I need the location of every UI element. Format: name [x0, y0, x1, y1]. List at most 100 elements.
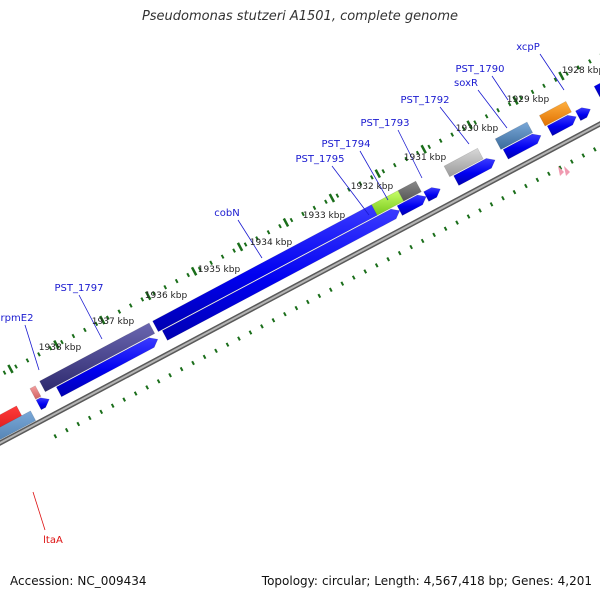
inner-tick-dot	[340, 281, 345, 286]
inner-tick-dot	[328, 287, 333, 293]
outer-tick-dot	[266, 230, 271, 235]
gene-leader-line	[359, 150, 389, 201]
major-tick	[512, 95, 519, 105]
outer-tick-dot	[588, 59, 592, 64]
gene-cobN-block	[152, 204, 378, 333]
major-tick	[558, 71, 565, 81]
outer-tick-dot	[117, 309, 122, 314]
gene-PST_1795-block	[397, 180, 422, 202]
outer-tick-dot	[427, 144, 432, 150]
outer-tick-dot	[37, 352, 41, 357]
tick-label: 1931 kbp	[404, 153, 447, 163]
gene-arrow-PST_1794	[396, 194, 427, 216]
inner-tick-dot	[558, 165, 563, 170]
gene-arrow-ltaA	[0, 410, 37, 440]
inner-tick-dot	[501, 195, 505, 201]
major-tick	[144, 291, 152, 301]
inner-tick-dot	[363, 269, 368, 274]
outer-tick-dot	[174, 278, 179, 284]
outer-tick-dot	[83, 327, 87, 333]
outer-tick-dot	[232, 248, 236, 253]
major-tick	[99, 315, 106, 325]
inner-tick-dot	[87, 415, 92, 421]
gene-label: PST_1797	[55, 283, 104, 294]
length-label: Length:	[374, 574, 420, 588]
gene-label: cobN	[214, 208, 239, 219]
gene-arrow-PST_1790	[575, 107, 591, 122]
gene-label: soxR	[454, 78, 478, 89]
inner-tick-dot	[386, 257, 391, 262]
accession-info: Accession: NC_009434	[10, 574, 147, 588]
inner-tick-dot	[570, 159, 574, 164]
inner-tick-dot	[409, 244, 413, 250]
gene-label: PST_1790	[456, 64, 505, 75]
major-tick	[466, 120, 473, 130]
gene-label: PST_1792	[401, 95, 450, 106]
inner-tick-dot	[581, 153, 586, 158]
inner-tick-dot	[283, 311, 287, 317]
tick-label: 1936 kbp	[145, 291, 188, 301]
gene-arrow-cobN	[161, 208, 401, 341]
major-tick	[374, 169, 381, 179]
gene-label: PST_1795	[296, 154, 345, 165]
pink-marker	[558, 166, 564, 176]
gene-arrow-rpmE2	[35, 397, 50, 411]
major-tick	[53, 339, 60, 350]
accession-value: NC_009434	[77, 574, 147, 588]
inner-tick-dot	[317, 293, 322, 299]
gene-arrow-soxR	[546, 114, 577, 137]
gene-soxR-block	[538, 100, 572, 127]
inner-tick-dot	[99, 409, 104, 415]
major-tick	[7, 364, 14, 374]
inner-tick-dot	[237, 336, 241, 341]
inner-tick-dot	[397, 250, 402, 256]
major-tick	[236, 242, 244, 252]
outer-tick-dot	[519, 95, 523, 101]
gene-arrow-PST_1795	[423, 187, 441, 202]
inner-tick-dot	[225, 342, 230, 347]
inner-tick-dot	[294, 305, 299, 311]
outer-tick-dot	[209, 260, 213, 266]
outer-tick-dot	[14, 364, 18, 369]
inner-tick-dot	[420, 238, 425, 244]
gene-label: ltaA	[43, 535, 63, 546]
inner-tick-dot	[122, 397, 127, 402]
inner-tick-dot	[179, 366, 184, 372]
gene-label: rpmE2	[1, 313, 34, 324]
gene-leader-line	[78, 294, 103, 340]
outer-tick-dot	[507, 101, 512, 107]
gene-leader-line	[397, 129, 423, 179]
inner-tick-dot	[512, 189, 517, 195]
outer-tick-dot	[542, 83, 546, 89]
gene-PST_1793-block	[443, 147, 484, 178]
inner-tick-dot	[156, 379, 161, 384]
tick-label: 1929 kbp	[507, 95, 550, 105]
outer-tick-dot	[415, 150, 420, 156]
gene-leader-line	[237, 219, 263, 259]
outer-tick-dot	[553, 77, 558, 82]
outer-tick-dot	[140, 297, 145, 302]
genes-label: Genes:	[511, 574, 554, 588]
outer-tick-dot	[60, 339, 64, 345]
genes-value: 4,201	[557, 574, 592, 588]
length-value: 4,567,418 bp;	[423, 574, 508, 588]
inner-tick-dot	[535, 177, 540, 183]
outer-tick-dot	[255, 236, 259, 241]
gene-leader-line	[331, 165, 370, 216]
gene-leader-line	[24, 324, 40, 371]
tick-label: 1938 kbp	[39, 343, 82, 353]
outer-tick-dot	[473, 120, 477, 125]
tick-labels: 1928 kbp 1929 kbp 1930 kbp 1931 kbp 1932 kbp…	[39, 66, 600, 353]
outer-tick-dot	[151, 291, 156, 296]
gene-leader-line	[477, 89, 508, 129]
inner-tick-dot	[489, 202, 494, 207]
inner-tick-dot	[76, 421, 81, 427]
tick-label: 1937 kbp	[92, 317, 135, 327]
inner-tick-dot	[432, 232, 436, 238]
major-tick	[328, 193, 336, 203]
gene-rpmE2-block	[29, 385, 42, 400]
inner-tick-track	[53, 147, 597, 439]
accession-label: Accession:	[10, 574, 74, 588]
